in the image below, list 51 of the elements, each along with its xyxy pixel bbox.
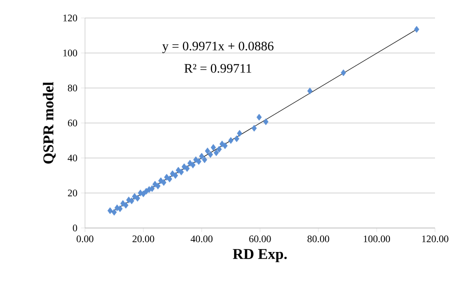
point — [204, 148, 210, 154]
y-tick-label: 0 — [72, 224, 78, 232]
x-tick-label: 20.00 — [132, 236, 154, 242]
point — [129, 197, 134, 204]
point — [263, 118, 268, 126]
x-tick-label: 40.00 — [190, 236, 213, 242]
point — [414, 26, 420, 33]
annotation: R² = 0.99711 — [184, 64, 252, 73]
point — [208, 151, 214, 158]
point — [236, 130, 242, 137]
x-tick-label: 0.00 — [76, 236, 94, 242]
point — [184, 165, 190, 172]
point — [216, 146, 222, 153]
y-tick-label: 120 — [63, 14, 78, 22]
point — [123, 202, 128, 209]
point — [149, 185, 155, 192]
point — [112, 208, 117, 216]
point — [256, 114, 262, 121]
x-axis-title: RD Exp. — [232, 249, 287, 262]
y-tick-label: 100 — [63, 50, 78, 56]
point — [134, 194, 140, 202]
point — [190, 162, 196, 168]
point — [228, 137, 234, 144]
x-tick-label: 80.00 — [308, 236, 330, 242]
y-tick-label: 40 — [68, 154, 78, 162]
point — [155, 182, 161, 190]
y-axis-title: QSPR model — [42, 82, 56, 164]
point — [140, 190, 146, 198]
point — [202, 156, 208, 164]
point — [107, 207, 113, 214]
x-tick-label: 120.00 — [422, 236, 448, 242]
point — [222, 142, 228, 150]
point — [210, 144, 216, 151]
point — [117, 205, 123, 212]
point — [161, 179, 166, 186]
point — [166, 176, 172, 182]
x-tick-label: 100.00 — [364, 236, 390, 242]
y-tick-label: 20 — [68, 190, 78, 196]
y-tick-label: 80 — [68, 84, 78, 92]
point — [178, 168, 184, 176]
point — [172, 172, 178, 179]
point — [252, 124, 257, 132]
point — [214, 149, 219, 156]
point — [234, 135, 240, 142]
point — [199, 152, 204, 160]
point — [196, 158, 202, 165]
annotation: y = 0.9971x + 0.0886 — [162, 42, 274, 54]
y-tick-label: 60 — [68, 120, 78, 126]
x-tick-label: 60.00 — [249, 236, 271, 242]
point — [307, 88, 312, 94]
point — [340, 69, 346, 76]
